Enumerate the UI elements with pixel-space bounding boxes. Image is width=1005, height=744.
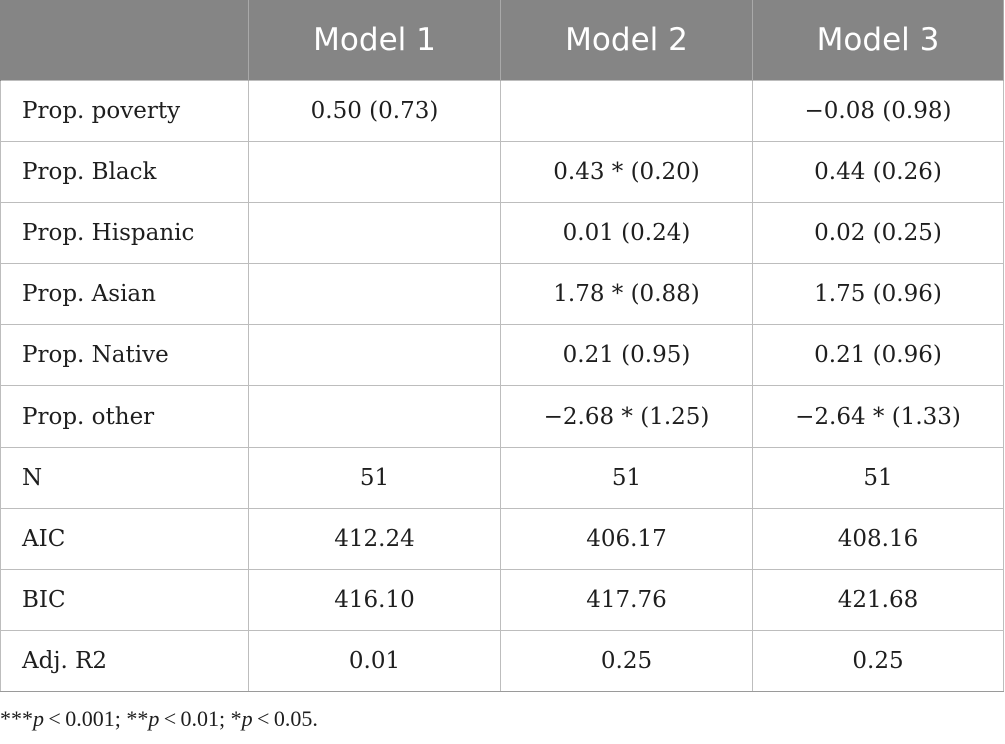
cell-model-2: 417.76 [500,568,753,632]
cell-model-2: 0.01 (0.24) [500,201,753,265]
cell-model-3: −2.64 * (1.33) [752,385,1004,448]
footnote-stars-2: ** [126,706,149,731]
row-label: Prop. Black [0,140,249,203]
header-cell-model-3: Model 3 [752,0,1004,80]
cell-model-1: 0.01 [248,630,501,693]
table-row: Prop. Native 0.21 (0.95) 0.21 (0.96) [0,324,1004,387]
footnote-threshold-05: < 0.05. [252,706,318,731]
table-row: Prop. Hispanic 0.01 (0.24) 0.02 (0.25) [0,201,1004,265]
cell-model-2: 51 [500,446,753,509]
cell-model-3: 1.75 (0.96) [752,263,1004,326]
cell-model-2: 0.43 * (0.20) [500,140,753,203]
table-row: Prop. Black 0.43 * (0.20) 0.44 (0.26) [0,140,1004,203]
row-label: N [0,446,249,509]
cell-model-2 [500,79,753,142]
table-row: Prop. Asian 1.78 * (0.88) 1.75 (0.96) [0,263,1004,326]
cell-model-3: 0.25 [752,630,1004,693]
row-label: Prop. other [0,385,249,448]
footnote-stars-1: * [230,706,242,731]
cell-model-2: 1.78 * (0.88) [500,263,753,326]
cell-model-1: 0.50 (0.73) [248,79,501,142]
cell-model-2: 0.21 (0.95) [500,324,753,387]
cell-model-1 [248,263,501,326]
cell-model-1 [248,140,501,203]
header-cell-model-2: Model 2 [500,0,753,80]
cell-model-1 [248,201,501,265]
header-cell-blank [0,0,249,80]
significance-footnote: ***p < 0.001; **p < 0.01; *p < 0.05. [0,706,318,732]
table-row: Prop. poverty 0.50 (0.73) −0.08 (0.98) [0,79,1004,142]
table-row: AIC 412.24 406.17 408.16 [0,507,1004,571]
footnote-p-symbol: p [241,706,253,731]
footnote-stars-3: *** [0,706,33,731]
cell-model-2: 0.25 [500,630,753,693]
footnote-p-symbol: p [33,706,44,731]
cell-model-3: 0.02 (0.25) [752,201,1004,265]
cell-model-1: 412.24 [248,507,501,571]
row-label: Prop. Hispanic [0,201,249,265]
cell-model-3: 408.16 [752,507,1004,571]
cell-model-3: −0.08 (0.98) [752,79,1004,142]
table-header-row: Model 1 Model 2 Model 3 [0,0,1004,80]
footnote-p-symbol: p [148,706,160,731]
cell-model-3: 51 [752,446,1004,509]
row-label: Prop. poverty [0,79,249,142]
cell-model-1 [248,385,501,448]
table-row: BIC 416.10 417.76 421.68 [0,568,1004,632]
cell-model-3: 421.68 [752,568,1004,632]
cell-model-1: 51 [248,446,501,509]
row-label: Prop. Asian [0,263,249,326]
cell-model-1 [248,324,501,387]
footnote-threshold-001: < 0.001; [44,706,127,731]
results-table-container: Model 1 Model 2 Model 3 Prop. poverty 0.… [0,0,1004,693]
cell-model-1: 416.10 [248,568,501,632]
regression-results-table: Model 1 Model 2 Model 3 Prop. poverty 0.… [0,0,1004,693]
row-label: Adj. R2 [0,630,249,693]
row-label: Prop. Native [0,324,249,387]
table-row: Adj. R2 0.01 0.25 0.25 [0,630,1004,693]
cell-model-2: −2.68 * (1.25) [500,385,753,448]
row-label: AIC [0,507,249,571]
cell-model-3: 0.21 (0.96) [752,324,1004,387]
cell-model-3: 0.44 (0.26) [752,140,1004,203]
header-cell-model-1: Model 1 [248,0,501,80]
cell-model-2: 406.17 [500,507,753,571]
table-row: Prop. other −2.68 * (1.25) −2.64 * (1.33… [0,385,1004,448]
footnote-threshold-01: < 0.01; [159,706,231,731]
row-label: BIC [0,568,249,632]
table-row: N 51 51 51 [0,446,1004,509]
